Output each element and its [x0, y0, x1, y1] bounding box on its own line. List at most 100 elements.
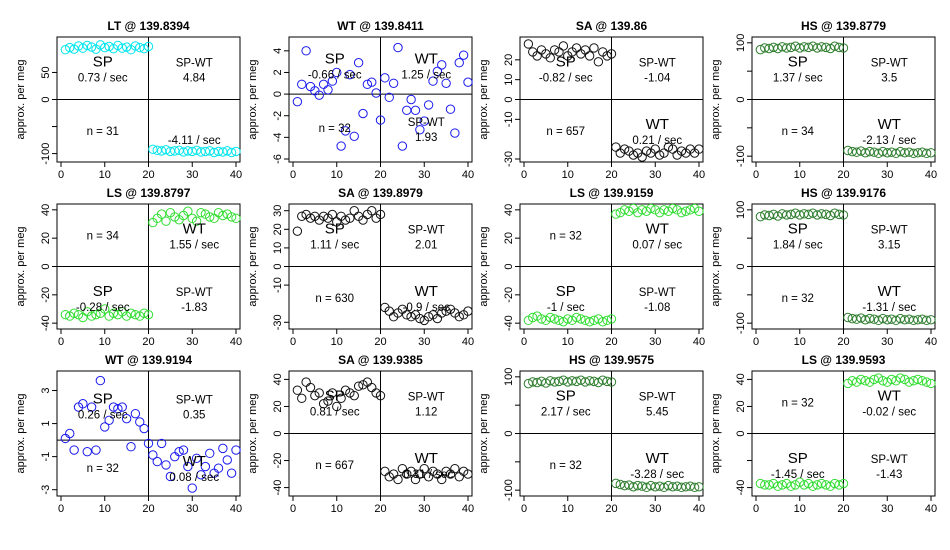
chart-11-point: [926, 378, 936, 389]
chart-1-ylabel: approx. per meg: [247, 59, 259, 139]
chart-6-point: [602, 315, 612, 326]
chart-1-point: [445, 104, 456, 114]
chart-8-point: [60, 433, 71, 444]
chart-6-point: [563, 314, 573, 324]
chart-9-point: [323, 396, 333, 406]
chart-1-point: [380, 73, 390, 83]
chart-9-point: [305, 382, 316, 393]
chart-3-xtick-label: 20: [837, 169, 849, 181]
chart-8-xtick-label: 20: [142, 503, 154, 515]
chart-2-spwt-label: SP-WT: [639, 57, 676, 69]
chart-7-point: [834, 209, 844, 220]
chart-1-point: [340, 126, 351, 136]
chart-2-point: [650, 144, 660, 154]
chart-2-point: [571, 43, 582, 53]
chart-9-point: [301, 377, 311, 387]
chart-5-ytick-label: 0: [272, 263, 284, 269]
chart-1-spwt-label: SP-WT: [408, 117, 445, 129]
chart-5-point: [340, 215, 351, 225]
chart-1-point: [375, 115, 386, 125]
chart-8-ytick-label: 1: [40, 421, 52, 427]
chart-2-ytick-label: 20: [503, 54, 515, 66]
chart-11-point: [838, 478, 849, 489]
chart-10-sp-rate: 2.17 / sec: [541, 406, 591, 418]
chart-6-n-label: n = 32: [550, 230, 582, 242]
chart-4-point: [126, 308, 136, 318]
chart-10-xtick-label: 40: [693, 503, 705, 515]
chart-0-ytick-label: -100: [40, 143, 52, 165]
chart-7-n-label: n = 32: [782, 293, 814, 305]
chart-9-point: [292, 385, 303, 395]
chart-2-point: [523, 39, 534, 49]
chart-10-point: [584, 376, 595, 386]
chart-1-ytick-label: 0: [272, 91, 284, 97]
chart-9-point: [450, 463, 460, 474]
chart-3-wt-label: WT: [878, 116, 901, 133]
chart-2-xtick-label: 20: [605, 169, 617, 181]
chart-1-point: [336, 141, 346, 151]
chart-1-ytick-label: 2: [272, 69, 284, 75]
chart-6-wt-rate: 0.07 / sec: [632, 239, 682, 251]
chart-3-point: [830, 41, 840, 51]
chart-4-xtick-label: 40: [230, 336, 242, 348]
chart-6-xtick-label: 10: [562, 336, 574, 348]
chart-1-point: [423, 100, 434, 110]
chart-9-point: [349, 390, 359, 401]
chart-5-point: [423, 312, 434, 322]
chart-3-point: [926, 148, 936, 158]
chart-11-point: [847, 376, 857, 386]
chart-11-xtick-label: 30: [881, 503, 893, 515]
chart-3-xtick-label: 40: [925, 169, 937, 181]
chart-11-point: [773, 481, 783, 491]
chart-2-ytick-label: -30: [503, 151, 515, 167]
chart-7-wt-rate: -1.31 / sec: [862, 302, 916, 314]
chart-10-point: [694, 482, 704, 492]
chart-0-xtick-label: 30: [186, 169, 198, 181]
chart-11-point: [834, 480, 844, 490]
chart-8-point: [126, 442, 136, 452]
chart-7-point: [816, 209, 827, 219]
chart-1-point: [419, 116, 429, 126]
chart-4-point: [69, 308, 79, 318]
chart-7-ytick-label: -100: [735, 312, 747, 334]
chart-1-point: [353, 58, 364, 68]
chart-3-point: [834, 42, 844, 53]
chart-0-spwt-value: 4.84: [183, 72, 206, 84]
chart-2-point: [532, 51, 542, 61]
chart-1-point: [297, 79, 307, 90]
chart-6-point: [598, 317, 608, 327]
chart-8-point: [135, 417, 145, 427]
chart-5-title: SA @ 139.8979: [338, 186, 423, 200]
chart-10-point: [633, 480, 643, 491]
chart-5-point: [463, 306, 473, 316]
chart-4-point: [108, 308, 119, 318]
chart-5-sp-label: SP: [325, 220, 345, 237]
chart-4-point: [226, 212, 237, 222]
chart-5-sp-rate: 1.11 / sec: [310, 239, 359, 251]
chart-2-point: [628, 150, 639, 160]
chart-2-point: [549, 45, 560, 55]
chart-11-sp-label: SP: [788, 450, 808, 467]
chart-1-sp-rate: -0.66 / sec: [308, 70, 362, 82]
chart-0-point: [139, 43, 149, 54]
chart-9-sp-label: SP: [325, 387, 345, 404]
chart-0-xtick-label: 20: [142, 169, 154, 181]
chart-11-xtick-label: 40: [925, 503, 937, 515]
chart-8-ytick-label: -3: [40, 485, 52, 495]
chart-8-point: [218, 443, 228, 454]
chart-8-sp-rate: 0.26 / sec: [78, 410, 128, 422]
chart-8-point: [148, 450, 158, 460]
chart-8-point: [170, 451, 180, 462]
chart-8-point: [161, 460, 171, 470]
chart-4-point: [156, 209, 167, 219]
chart-1-point: [406, 94, 416, 105]
chart-9-xtick-label: 40: [462, 503, 474, 515]
chart-2-wt-label: WT: [646, 116, 669, 133]
chart-10-spwt-label: SP-WT: [639, 391, 676, 403]
chart-4-sp-rate: -0.28 / sec: [76, 302, 130, 314]
chart-2-point: [619, 144, 630, 154]
chart-9-ytick-label: 40: [272, 373, 284, 385]
chart-11-ytick-label: -40: [735, 480, 747, 496]
chart-6-sp-rate: -1 / sec: [547, 302, 585, 314]
